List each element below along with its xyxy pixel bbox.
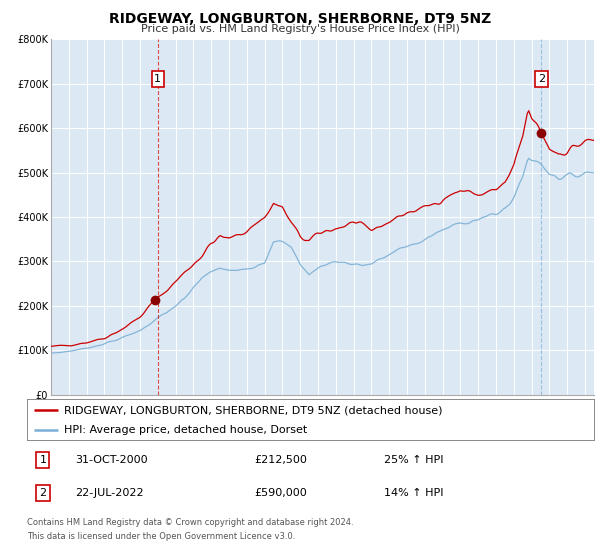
Text: 2: 2 [538,74,545,84]
Text: 31-OCT-2000: 31-OCT-2000 [75,455,148,465]
Text: 1: 1 [154,74,161,84]
Text: HPI: Average price, detached house, Dorset: HPI: Average price, detached house, Dors… [64,424,307,435]
Text: £212,500: £212,500 [254,455,307,465]
Text: 22-JUL-2022: 22-JUL-2022 [75,488,144,498]
Text: 14% ↑ HPI: 14% ↑ HPI [384,488,444,498]
Text: This data is licensed under the Open Government Licence v3.0.: This data is licensed under the Open Gov… [27,532,295,541]
Text: £590,000: £590,000 [254,488,307,498]
Text: Contains HM Land Registry data © Crown copyright and database right 2024.: Contains HM Land Registry data © Crown c… [27,519,353,528]
Text: RIDGEWAY, LONGBURTON, SHERBORNE, DT9 5NZ (detached house): RIDGEWAY, LONGBURTON, SHERBORNE, DT9 5NZ… [64,405,442,415]
Text: Price paid vs. HM Land Registry's House Price Index (HPI): Price paid vs. HM Land Registry's House … [140,24,460,34]
Text: RIDGEWAY, LONGBURTON, SHERBORNE, DT9 5NZ: RIDGEWAY, LONGBURTON, SHERBORNE, DT9 5NZ [109,12,491,26]
Text: 25% ↑ HPI: 25% ↑ HPI [384,455,444,465]
Text: 2: 2 [40,488,46,498]
Text: 1: 1 [40,455,46,465]
